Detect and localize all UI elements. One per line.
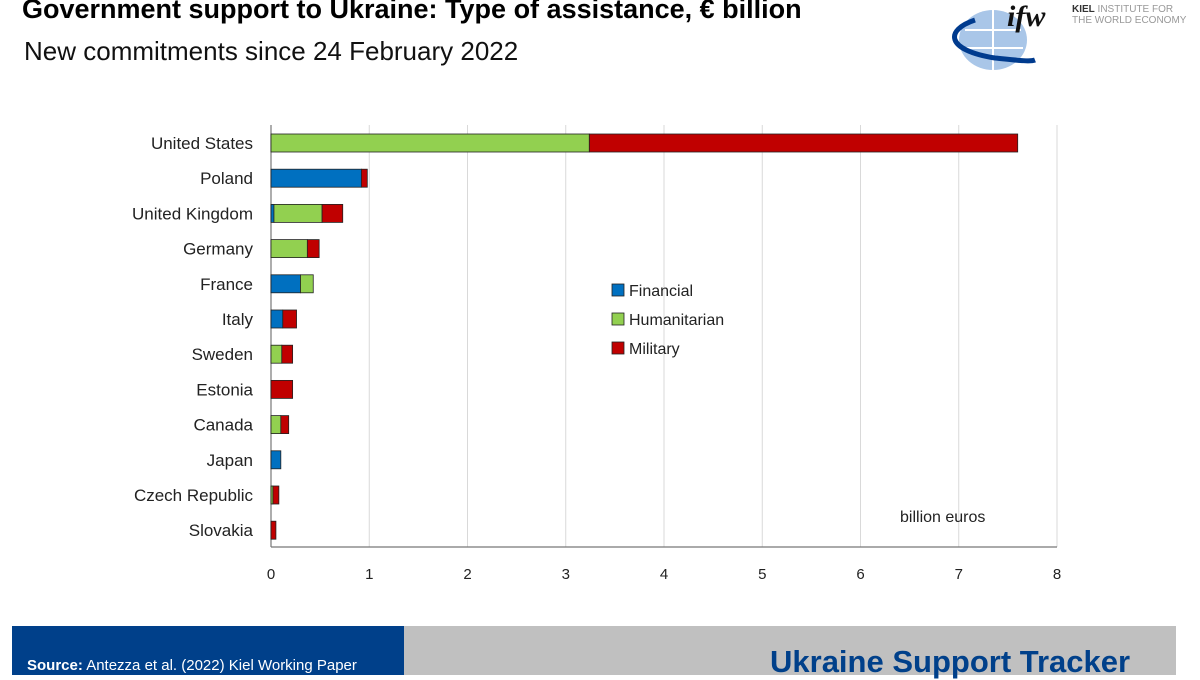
category-label: Czech Republic <box>134 486 254 505</box>
chart-subtitle: New commitments since 24 February 2022 <box>24 36 519 66</box>
svg-text:KIEL INSTITUTE FOR: KIEL INSTITUTE FOR <box>1072 4 1173 15</box>
bar-military <box>321 203 344 223</box>
bar-military <box>272 485 280 505</box>
x-tick-label: 4 <box>660 566 668 583</box>
bar-humanitarian <box>273 203 323 223</box>
category-label: France <box>200 275 253 294</box>
category-label: Canada <box>193 416 253 435</box>
bar-military <box>270 520 277 540</box>
bar-military <box>280 415 290 435</box>
x-tick-label: 0 <box>267 566 275 583</box>
category-label: Estonia <box>196 380 253 399</box>
category-label: United Kingdom <box>132 204 253 223</box>
footer-source-band <box>12 626 404 675</box>
bar-military <box>270 379 294 399</box>
bar-military <box>306 239 320 259</box>
source-note: Source: Antezza et al. (2022) Kiel Worki… <box>27 657 357 674</box>
category-label: Germany <box>183 240 253 259</box>
unit-label: billion euros <box>900 509 985 526</box>
bar-financial <box>270 203 275 223</box>
kiel-institute-logo: ifw KIEL INSTITUTE FOR THE WORLD ECONOMY <box>952 0 1187 70</box>
legend-label: Military <box>629 341 680 358</box>
x-tick-label: 7 <box>955 566 963 583</box>
legend-swatch-financial <box>611 283 625 297</box>
category-label: Slovakia <box>189 521 254 540</box>
svg-text:ifw: ifw <box>1007 0 1046 33</box>
stacked-bar-chart: 0 1 2 3 4 5 6 7 8 United States Poland United Kingd… <box>132 125 1061 583</box>
bar-financial <box>270 450 282 470</box>
x-tick-label: 5 <box>758 566 766 583</box>
legend-label: Financial <box>629 283 693 300</box>
category-label: Poland <box>200 169 253 188</box>
source-text: Antezza et al. (2022) Kiel Working Paper <box>82 657 357 674</box>
bar-humanitarian <box>300 274 314 294</box>
bar-military <box>588 133 1019 153</box>
x-tick-label: 1 <box>365 566 373 583</box>
source-label: Source: <box>27 657 83 674</box>
svg-text:THE WORLD ECONOMY: THE WORLD ECONOMY <box>1072 15 1187 26</box>
category-label: Sweden <box>192 345 253 364</box>
bar-military <box>281 344 294 364</box>
x-tick-label: 8 <box>1053 566 1061 583</box>
bar-military <box>360 168 368 188</box>
legend-label: Humanitarian <box>629 312 724 329</box>
chart-title: Government support to Ukraine: Type of a… <box>22 0 802 24</box>
legend-swatch-humanitarian <box>611 312 625 326</box>
category-label: Italy <box>222 310 254 329</box>
bar-financial <box>270 274 301 294</box>
category-label: Japan <box>207 451 253 470</box>
bar-humanitarian <box>270 133 590 153</box>
category-label: United States <box>151 134 253 153</box>
bar-humanitarian <box>270 239 308 259</box>
legend-swatch-military <box>611 341 625 355</box>
bar-financial <box>270 309 284 329</box>
x-tick-label: 3 <box>562 566 570 583</box>
bar-humanitarian <box>270 415 282 435</box>
x-tick-label: 2 <box>463 566 471 583</box>
bar-humanitarian <box>270 344 283 364</box>
footer-tracker-band <box>404 626 1176 675</box>
bar-financial <box>270 168 362 188</box>
bar-military <box>282 309 297 329</box>
x-tick-label: 6 <box>856 566 864 583</box>
tracker-title: Ukraine Support Tracker <box>770 644 1131 679</box>
